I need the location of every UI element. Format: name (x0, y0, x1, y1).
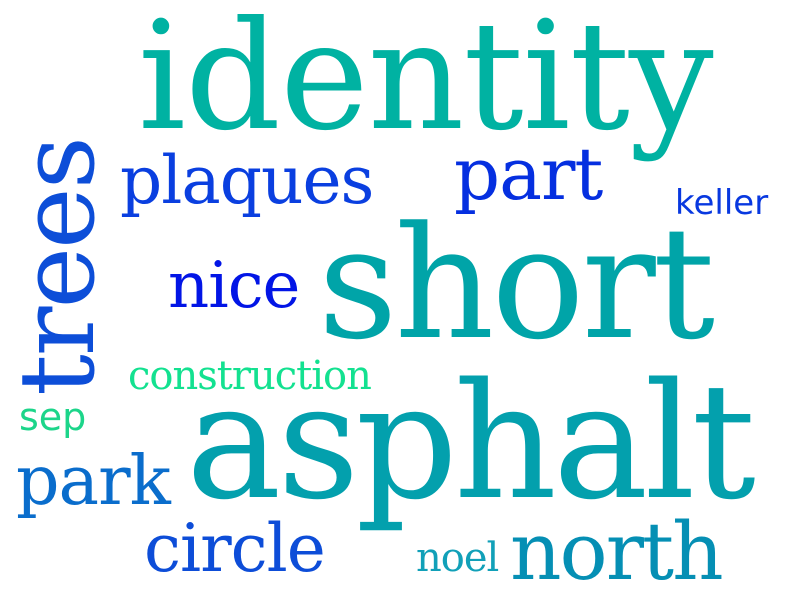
word-short: short (318, 193, 715, 374)
word-sep: sep (19, 395, 87, 439)
word-north: north (510, 505, 724, 598)
word-park: park (16, 442, 171, 521)
word-identity: identity (138, 0, 714, 164)
word-circle: circle (144, 510, 326, 587)
word-asphalt: asphalt (186, 348, 756, 535)
word-plaques: plaques (120, 142, 374, 219)
word-part: part (454, 132, 603, 216)
word-nice: nice (168, 249, 300, 323)
word-noel: noel (416, 535, 499, 581)
word-keller: keller (675, 183, 769, 223)
word-trees: trees (0, 138, 118, 396)
word-construction: construction (128, 353, 372, 399)
